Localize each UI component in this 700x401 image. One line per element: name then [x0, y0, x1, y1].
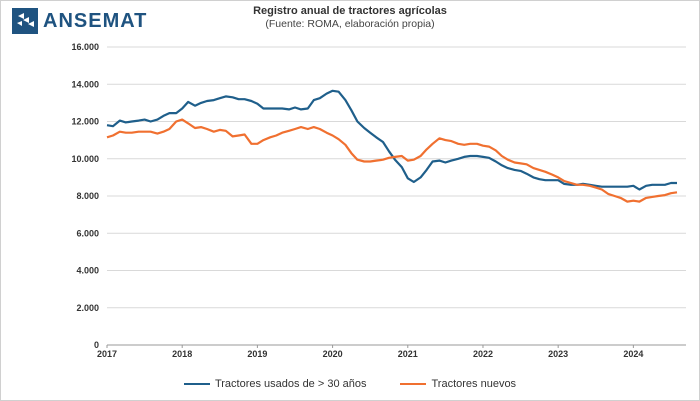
x-tick-label: 2023 [548, 349, 568, 359]
x-tick-label: 2020 [323, 349, 343, 359]
series-line-usados [106, 89, 677, 191]
x-tick-label: 2017 [97, 349, 117, 359]
y-tick-label: 10.000 [71, 154, 99, 164]
y-tick-label: 2.000 [76, 303, 99, 313]
legend-item-usados: Tractores usados de > 30 años [183, 378, 367, 390]
legend-swatch-nuevos [400, 383, 427, 385]
legend-item-nuevos: Tractores nuevos [400, 378, 516, 390]
chart-title: Registro anual de tractores agrícolas [253, 5, 447, 17]
chart-legend: Tractores usados de > 30 años Tractores … [0, 378, 700, 390]
legend-label-usados: Tractores usados de > 30 años [214, 378, 367, 390]
x-tick-label: 2024 [623, 349, 643, 359]
ansemat-logo-text: ANSEMAT [43, 9, 148, 32]
legend-label-nuevos: Tractores nuevos [431, 378, 517, 390]
x-tick-label: 2018 [172, 349, 192, 359]
chart-subtitle: (Fuente: ROMA, elaboración propia) [265, 18, 435, 30]
series-line-nuevos [106, 118, 678, 203]
y-tick-label: 0 [94, 340, 99, 350]
ansemat-logo: ANSEMAT [12, 8, 147, 34]
y-tick-label: 6.000 [76, 228, 99, 238]
y-tick-label: 4.000 [76, 266, 99, 276]
legend-swatch-usados [183, 383, 210, 385]
y-tick-label: 8.000 [76, 191, 99, 201]
y-tick-label: 14.000 [71, 79, 99, 89]
y-tick-label: 16.000 [71, 42, 99, 52]
x-tick-label: 2022 [473, 349, 493, 359]
ansemat-logo-icon [12, 8, 38, 34]
x-tick-label: 2021 [398, 349, 418, 359]
y-tick-label: 12.000 [71, 117, 99, 127]
x-tick-label: 2019 [247, 349, 267, 359]
